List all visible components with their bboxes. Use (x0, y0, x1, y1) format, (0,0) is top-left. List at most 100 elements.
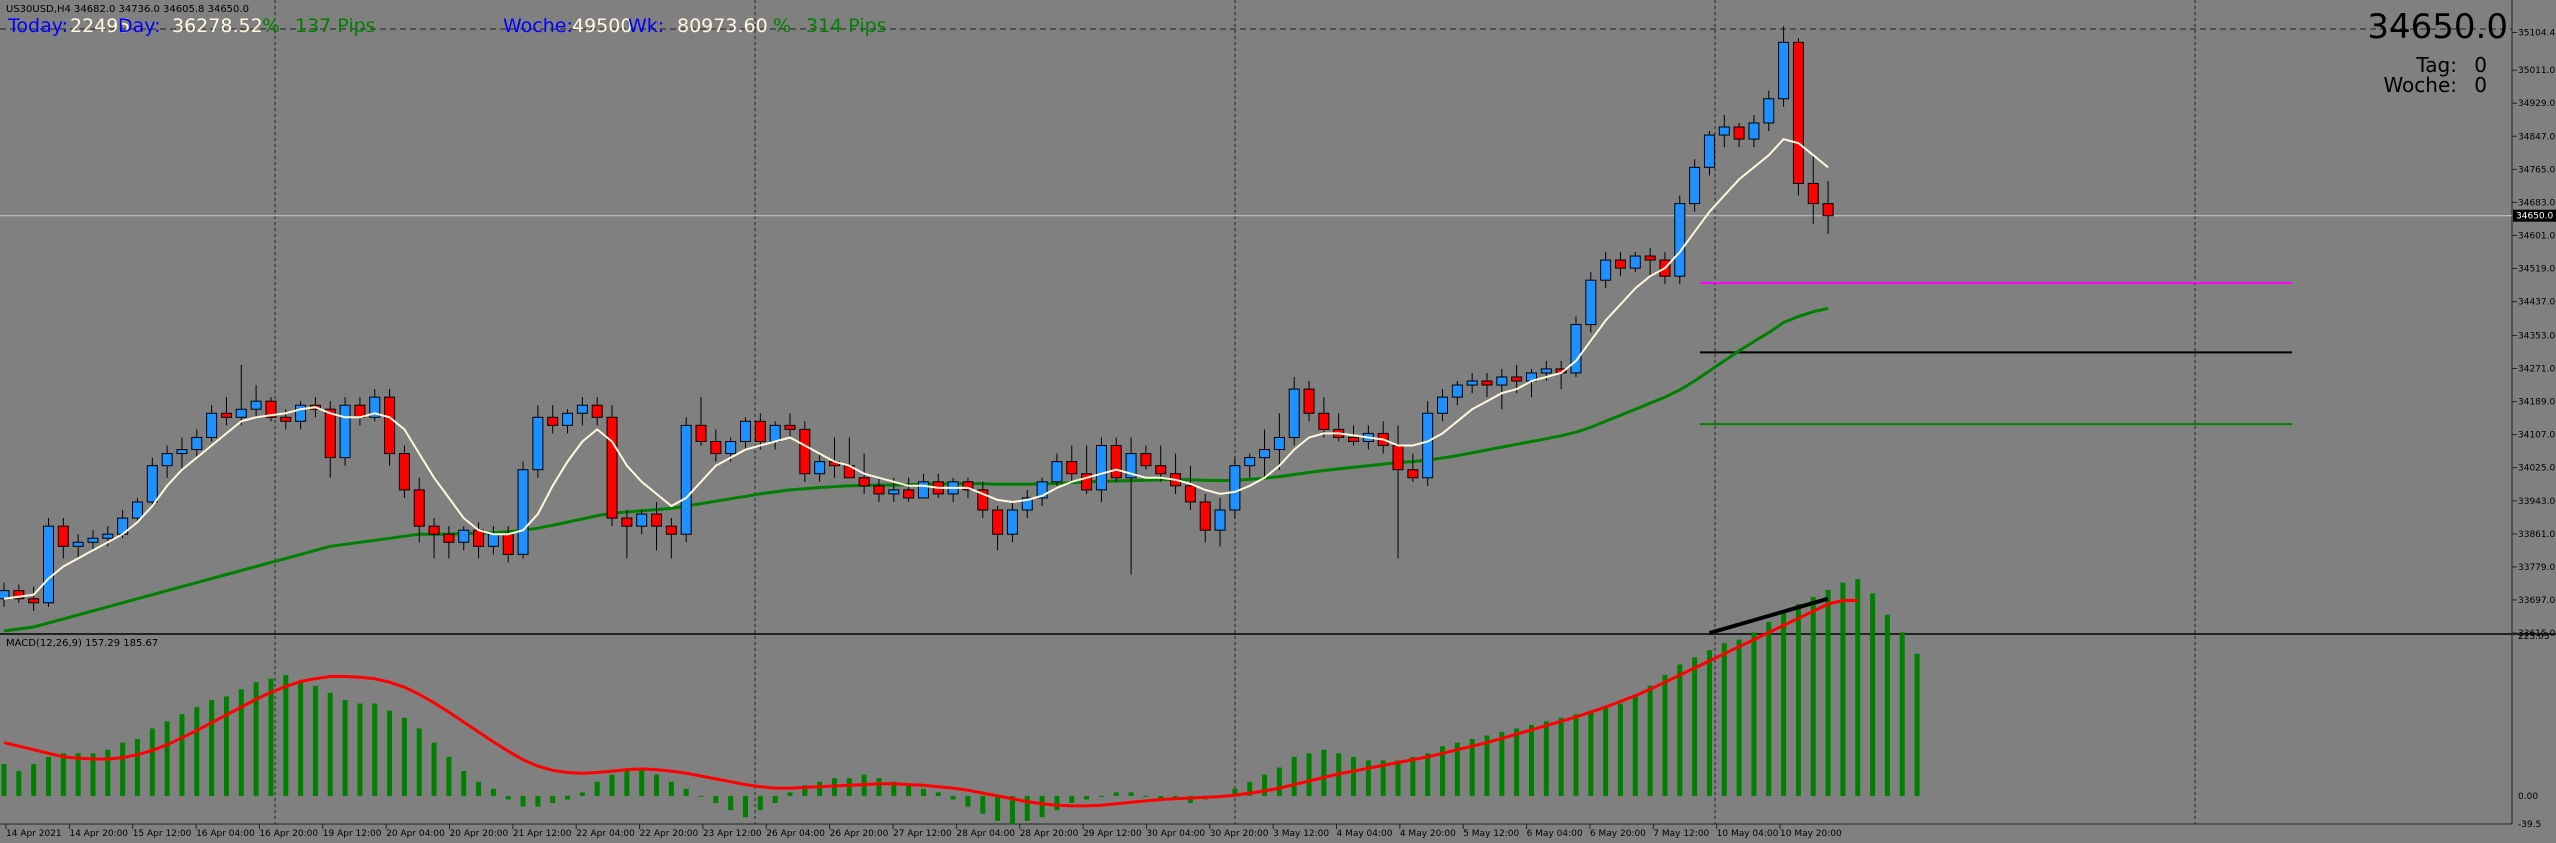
big-price: 34650.0 (2367, 7, 2508, 47)
bear-candle (858, 477, 870, 487)
bull-candle (1540, 368, 1552, 374)
bear-candle (1614, 259, 1626, 269)
macd-hist-bar (1425, 753, 1431, 796)
bear-candle (502, 533, 514, 555)
bull-candle (680, 424, 692, 535)
bear-candle (1644, 255, 1656, 261)
ma-fast-path (3, 137, 1829, 600)
macd-hist-bar (179, 714, 185, 796)
bear-candle (220, 412, 232, 418)
current-price-box (2513, 209, 2556, 222)
bear-candle (28, 598, 40, 604)
time-tick-label: 20 Apr 20:00 (450, 829, 509, 839)
bull-candle (1021, 497, 1033, 511)
bear-candle (784, 424, 796, 430)
macd-hist-bar (431, 742, 437, 796)
macd-hist-bar (713, 795, 719, 804)
bull-candle (1718, 126, 1730, 136)
time-tick-label: 10 May 20:00 (1780, 829, 1842, 839)
bull-candle (87, 537, 99, 543)
bear-candle (665, 525, 677, 535)
macd-hist-bar (520, 795, 526, 807)
macd-signal-line (3, 599, 1858, 808)
bear-candle (265, 400, 277, 418)
bear-candle (57, 525, 69, 547)
macd-hist-bar (401, 717, 407, 796)
woche-label: Woche: (503, 15, 573, 37)
bull-candle (1244, 457, 1256, 467)
bull-candle (1674, 203, 1686, 277)
price-tick-label: 33615.0 (2518, 629, 2555, 639)
bear-candle (1066, 461, 1078, 475)
bull-candle (191, 436, 203, 451)
time-tick-label: 29 Apr 12:00 (1083, 829, 1142, 839)
macd-hist-bar (1321, 749, 1327, 796)
macd-hist-bar (1158, 795, 1164, 800)
day-value: 36278.52 (172, 15, 263, 37)
macd-hist-bar (283, 675, 289, 796)
bear-candle (799, 428, 811, 475)
macd-hist-bar (90, 753, 96, 796)
macd-hist-bar (1751, 632, 1757, 796)
main-panel-bg (0, 0, 2512, 633)
bull-candle (1748, 122, 1760, 140)
candles (0, 26, 1834, 611)
bear-candle (1184, 485, 1196, 503)
bear-candle (651, 513, 663, 527)
macd-hist-bar (1484, 735, 1490, 796)
macd-hist-bar (75, 753, 81, 796)
price-axis: 35104.4 35011.0 34929.0 34847.0 34765.0 34683… (2512, 28, 2556, 639)
macd-hist-bar (238, 689, 244, 796)
macd-hist-bar (683, 788, 689, 796)
bull-candle (1273, 436, 1285, 451)
time-tick-label: 26 Apr 20:00 (830, 829, 889, 839)
macd-hist-bar (1039, 795, 1045, 818)
macd-label: MACD(12,26,9) 157.29 185.67 (6, 638, 158, 649)
bear-candle (1318, 412, 1330, 430)
bear-candle (547, 416, 559, 426)
price-tick-label: 34025.0 (2518, 464, 2555, 474)
macd-hist-bar (906, 785, 912, 796)
time-tick-label: 23 Apr 12:00 (703, 829, 762, 839)
macd-hist-bar (505, 795, 511, 800)
time-tick-label: 22 Apr 04:00 (576, 829, 635, 839)
time-tick-label: 22 Apr 20:00 (640, 829, 699, 839)
macd-hist-bar (1380, 760, 1386, 796)
macd-hist-bar (772, 795, 778, 804)
bull-candle (295, 404, 307, 422)
macd-hist-bar (624, 771, 630, 796)
bear-candle (1807, 182, 1819, 205)
bear-candle (710, 440, 722, 455)
wk-pips: 314 Pips (806, 15, 887, 37)
time-tick-label: 26 Apr 04:00 (766, 829, 825, 839)
bull-candle (235, 408, 247, 418)
time-tick-label: 4 May 20:00 (1400, 829, 1456, 839)
bear-candle (903, 489, 915, 499)
bull-candle (769, 424, 781, 442)
macd-hist-bar (1, 763, 7, 796)
bull-candle (1466, 380, 1478, 386)
macd-hist-bar (1588, 710, 1594, 796)
tag-label: Tag: (2415, 53, 2457, 77)
bull-candle (576, 404, 588, 414)
bull-candle (487, 533, 499, 547)
macd-hist-bar (1143, 795, 1149, 797)
price-tick-label: 34929.0 (2518, 99, 2555, 109)
price-tick-label: 35011.0 (2518, 66, 2555, 76)
horizontal-levels (0, 28, 2512, 426)
macd-hist-bar (891, 781, 897, 796)
macd-tick-label: -39.5 (2518, 820, 2541, 830)
macd-hist-bar (1677, 664, 1683, 796)
bear-candle (1348, 436, 1360, 442)
macd-hist-bar (1825, 589, 1831, 796)
macd-hist-bar (639, 767, 645, 796)
wk-percent: % (773, 15, 791, 37)
macd-hist-bar (728, 795, 734, 811)
macd-hist-bar (490, 788, 496, 796)
macd-hist-bar (1469, 739, 1475, 796)
macd-hist-bar (1810, 596, 1816, 796)
bull-candle (369, 396, 381, 418)
bear-candle (621, 517, 633, 527)
macd-hist-bar (1781, 611, 1787, 796)
